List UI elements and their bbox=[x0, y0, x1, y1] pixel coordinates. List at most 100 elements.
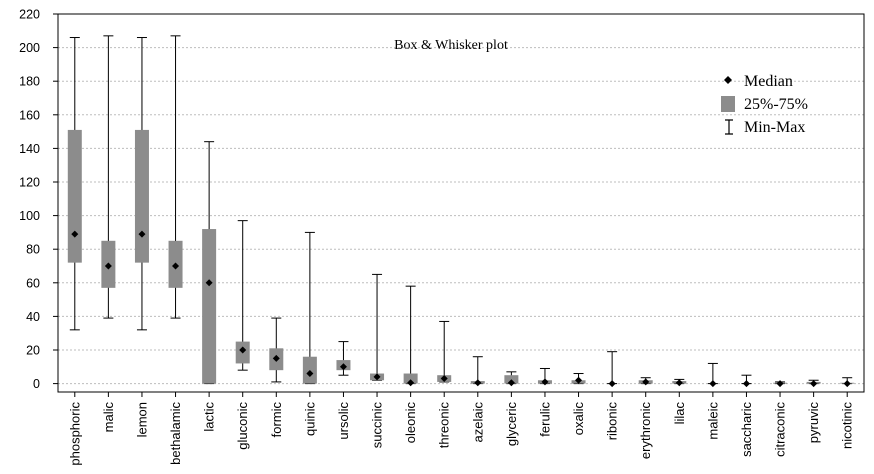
box-group-saccharic bbox=[741, 374, 752, 388]
legend-whisker-label: Min-Max bbox=[744, 119, 805, 136]
legend-box-label: 25%-75% bbox=[744, 96, 808, 113]
box-group-lactic bbox=[202, 141, 217, 385]
boxes bbox=[67, 35, 855, 388]
legend-median-label: Median bbox=[744, 73, 793, 90]
y-tick-label: 0 bbox=[33, 377, 40, 391]
legend-median-marker bbox=[724, 76, 732, 84]
x-tick-label-gluconic: gluconic bbox=[235, 402, 250, 450]
y-tick-label: 180 bbox=[19, 75, 40, 89]
box-group-formic bbox=[269, 317, 284, 383]
x-tick-label-formic: formic bbox=[269, 402, 284, 438]
x-tick-label-lemon: lemon bbox=[134, 402, 149, 437]
y-tick-label: 80 bbox=[26, 243, 40, 257]
box-group-ferulic bbox=[537, 367, 552, 386]
box-group-oleonic bbox=[403, 285, 418, 387]
box-group-oxalic bbox=[571, 373, 586, 385]
box-group-threonic bbox=[437, 320, 452, 383]
legend-box-swatch bbox=[721, 96, 735, 112]
box-group-succinic bbox=[370, 273, 385, 381]
median-marker bbox=[507, 379, 515, 387]
x-tick-label-ferulic: ferulic bbox=[537, 402, 552, 437]
x-tick-label-phosphoric: phosphoric bbox=[67, 402, 82, 466]
x-tick-label-erythronic: erythronic bbox=[638, 402, 653, 460]
median-marker bbox=[71, 230, 79, 238]
box-group-lemon bbox=[134, 37, 149, 331]
x-tick-label-azelaic: azelaic bbox=[470, 402, 485, 443]
x-tick-label-nicotinic: nicotinic bbox=[840, 402, 855, 449]
y-tick-label: 20 bbox=[26, 344, 40, 358]
x-tick-label-ribonic: ribonic bbox=[605, 402, 620, 441]
x-axis: phosphoric malic lemon bethalamic lactic gluc… bbox=[67, 392, 855, 466]
y-tick-label: 200 bbox=[19, 41, 40, 55]
y-tick-label: 60 bbox=[26, 276, 40, 290]
median-marker bbox=[373, 373, 381, 381]
box-group-bethalamic bbox=[168, 35, 183, 319]
box-group-maleic bbox=[707, 362, 718, 388]
legend-whisker-marker bbox=[725, 119, 733, 135]
x-tick-label-threonic: threonic bbox=[437, 402, 452, 449]
y-axis: 0 20 40 60 80 100 120 140 160 180 200 220 bbox=[19, 8, 58, 391]
y-tick-label: 100 bbox=[19, 209, 40, 223]
box-group-erythronic bbox=[638, 377, 653, 386]
x-tick-label-maleic: maleic bbox=[705, 402, 720, 440]
iqr-box bbox=[134, 129, 149, 263]
x-tick-label-pyruvic: pyruvic bbox=[806, 402, 821, 444]
plot-frame bbox=[57, 13, 865, 393]
y-tick-label: 160 bbox=[19, 108, 40, 122]
median-marker bbox=[239, 346, 247, 354]
y-tick-label: 140 bbox=[19, 142, 40, 156]
median-marker bbox=[272, 354, 280, 362]
x-tick-label-malic: malic bbox=[101, 402, 116, 433]
x-tick-label-citraconic: citraconic bbox=[773, 402, 788, 457]
x-tick-label-oleonic: oleonic bbox=[403, 402, 418, 444]
median-marker bbox=[709, 380, 717, 388]
median-marker bbox=[407, 379, 415, 387]
x-tick-label-lactic: lactic bbox=[202, 402, 217, 432]
box-group-citraconic bbox=[773, 380, 788, 388]
box-group-phosphoric bbox=[67, 37, 82, 331]
box-group-gluconic bbox=[235, 220, 250, 371]
x-tick-label-quinic: quinic bbox=[302, 402, 317, 436]
x-tick-label-saccharic: saccharic bbox=[739, 402, 754, 457]
iqr-box bbox=[403, 373, 418, 384]
median-marker bbox=[575, 376, 583, 384]
x-tick-label-ursolic: ursolic bbox=[336, 402, 351, 440]
x-tick-label-oxalic: oxalic bbox=[571, 402, 586, 436]
box-group-lilac bbox=[672, 378, 687, 387]
iqr-box bbox=[202, 229, 217, 384]
median-marker bbox=[104, 262, 112, 270]
y-tick-label: 120 bbox=[19, 176, 40, 190]
median-marker bbox=[642, 378, 650, 386]
median-marker bbox=[440, 375, 448, 383]
y-tick-label: 40 bbox=[26, 310, 40, 324]
box-group-azelaic bbox=[470, 356, 485, 387]
x-tick-label-bethalamic: bethalamic bbox=[168, 402, 183, 465]
x-tick-label-succinic: succinic bbox=[370, 402, 385, 449]
y-tick-label: 220 bbox=[19, 8, 40, 22]
iqr-box bbox=[67, 129, 82, 263]
x-tick-label-lilac: lilac bbox=[672, 402, 687, 425]
median-marker bbox=[474, 379, 482, 387]
median-marker bbox=[138, 230, 146, 238]
median-marker bbox=[306, 370, 314, 378]
box-group-ursolic bbox=[336, 341, 351, 376]
box-group-ribonic bbox=[607, 351, 618, 388]
x-tick-label-glyceric: glyceric bbox=[504, 402, 519, 447]
median-marker bbox=[675, 379, 683, 387]
median-marker bbox=[339, 363, 347, 371]
median-marker bbox=[541, 378, 549, 386]
box-group-nicotinic bbox=[840, 377, 855, 388]
box-group-pyruvic bbox=[806, 379, 821, 388]
median-marker bbox=[205, 279, 213, 287]
box-group-malic bbox=[101, 35, 116, 319]
box-group-glyceric bbox=[504, 371, 519, 387]
median-marker bbox=[776, 380, 784, 388]
median-marker bbox=[608, 380, 616, 388]
box-group-quinic bbox=[302, 231, 317, 385]
legend: Median 25%-75% Min-Max bbox=[721, 73, 808, 136]
chart-title: Box & Whisker plot bbox=[394, 38, 508, 53]
median-marker bbox=[742, 380, 750, 388]
median-marker bbox=[172, 262, 180, 270]
median-marker bbox=[843, 380, 851, 388]
